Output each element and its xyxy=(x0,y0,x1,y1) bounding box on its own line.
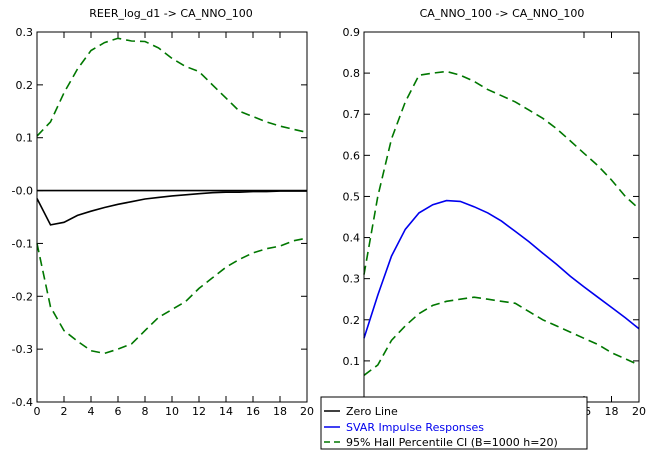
legend-label-zero-line: Zero Line xyxy=(346,405,398,418)
legend-label-svar: SVAR Impulse Responses xyxy=(346,421,484,434)
right-ytick-label: 0.2 xyxy=(343,314,361,327)
left-xtick-label: 4 xyxy=(88,405,95,418)
legend-label-ci: 95% Hall Percentile CI (B=1000 h=20) xyxy=(346,436,558,449)
right-ytick-label: 0.7 xyxy=(343,108,361,121)
left-xtick-label: 10 xyxy=(165,405,179,418)
panel-left-plot: -0.4 -0.3 -0.2 -0.1 -0.0 0.1 0.2 0.3 0 2 4 6 8 10 12 14… xyxy=(12,26,314,418)
right-xtick-label: 20 xyxy=(632,405,646,418)
left-xtick-label: 18 xyxy=(273,405,287,418)
panel-right-plot: 0.00.10.20.30.40.50.60.70.80.9161820 xyxy=(343,26,647,418)
left-xtick-label: 20 xyxy=(300,405,314,418)
left-series-ci_upper xyxy=(36,37,308,137)
left-xtick-label: 6 xyxy=(115,405,122,418)
legend: Zero Line SVAR Impulse Responses 95% Hal… xyxy=(320,396,588,450)
left-ytick-label: 0.2 xyxy=(16,79,34,92)
left-xtick-label: 16 xyxy=(246,405,260,418)
right-ytick-label: 0.4 xyxy=(343,232,361,245)
right-series-ci_lower xyxy=(363,296,640,376)
panel-right-frame xyxy=(363,31,640,403)
panel-right: CA_NNO_100 -> CA_NNO_100 0.00.10.20.30.4… xyxy=(343,7,647,418)
left-ytick-label: -0.3 xyxy=(12,343,33,356)
left-series-ci_lower xyxy=(36,237,308,355)
left-xtick-label: 8 xyxy=(142,405,149,418)
panel-left-frame xyxy=(36,31,308,403)
left-ytick-label: -0.0 xyxy=(12,185,33,198)
left-xtick-label: 2 xyxy=(61,405,68,418)
panel-right-title: CA_NNO_100 -> CA_NNO_100 xyxy=(420,7,585,20)
left-ytick-label: -0.1 xyxy=(12,237,33,250)
right-series-irf xyxy=(363,199,640,339)
left-ytick-label: -0.4 xyxy=(12,396,33,409)
panel-left: REER_log_d1 -> CA_NNO_100 -0.4-0.3-0.2-0… xyxy=(12,7,314,418)
right-series-ci_upper xyxy=(363,70,640,275)
left-ytick-label: -0.2 xyxy=(12,290,33,303)
right-ytick-label: 0.6 xyxy=(343,149,361,162)
left-xtick-label: 0 xyxy=(34,405,41,418)
legend-entry-zero-line: Zero Line xyxy=(324,405,398,418)
legend-box xyxy=(320,396,588,450)
left-xtick-label: 14 xyxy=(219,405,233,418)
legend-entry-svar: SVAR Impulse Responses xyxy=(324,421,484,434)
right-ytick-label: 0.1 xyxy=(343,355,361,368)
right-ytick-label: 0.3 xyxy=(343,273,361,286)
right-ytick-label: 0.5 xyxy=(343,190,361,203)
left-xtick-label: 12 xyxy=(192,405,206,418)
right-xtick-label: 18 xyxy=(605,405,619,418)
right-ytick-label: 0.9 xyxy=(343,26,361,39)
legend-entry-ci: 95% Hall Percentile CI (B=1000 h=20) xyxy=(324,436,558,449)
left-series-irf xyxy=(36,190,307,226)
panel-left-title: REER_log_d1 -> CA_NNO_100 xyxy=(89,7,252,20)
left-ytick-label: 0.1 xyxy=(16,132,34,145)
right-ytick-label: 0.8 xyxy=(343,67,361,80)
left-ytick-label: 0.3 xyxy=(16,26,34,39)
